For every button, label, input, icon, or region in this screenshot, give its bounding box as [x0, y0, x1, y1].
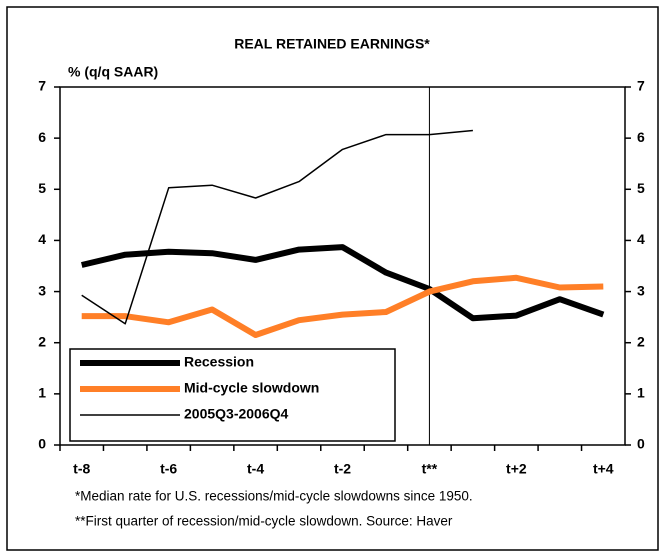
x-tick-label: t-6 [160, 461, 177, 477]
y-axis-label: % (q/q SAAR) [68, 64, 158, 80]
series-line [81, 274, 604, 338]
x-tick-label: t-8 [73, 461, 90, 477]
y-tick-label: 2 [38, 333, 46, 349]
legend-label: 2005Q3-2006Q4 [184, 406, 289, 422]
x-tick-label: t-4 [247, 461, 264, 477]
y2-tick-label: 7 [637, 78, 645, 94]
y-tick-label: 7 [38, 78, 46, 94]
plot-area [59, 86, 626, 446]
y2-tick-label: 5 [637, 180, 645, 196]
y-tick-label: 1 [38, 385, 46, 401]
y2-tick-label: 2 [637, 333, 645, 349]
x-tick-label: t+4 [593, 461, 614, 477]
y2-tick-label: 6 [637, 129, 645, 145]
y-tick-label: 0 [38, 436, 46, 452]
y-tick-label: 4 [38, 231, 46, 247]
y-tick-label: 5 [38, 180, 46, 196]
legend-label: Recession [184, 354, 254, 370]
footnote: **First quarter of recession/mid-cycle s… [75, 514, 453, 529]
y-tick-label: 6 [38, 129, 46, 145]
footnote: *Median rate for U.S. recessions/mid-cyc… [75, 489, 473, 504]
y2-tick-label: 0 [637, 436, 645, 452]
frame [6, 6, 659, 551]
series-line [81, 244, 605, 322]
y-tick-label: 3 [38, 282, 46, 298]
y2-tick-label: 1 [637, 385, 645, 401]
x-tick-label: t-2 [334, 461, 351, 477]
legend-label: Mid-cycle slowdown [184, 380, 319, 396]
y2-tick-label: 3 [637, 282, 645, 298]
x-tick-label: t+2 [506, 461, 527, 477]
series-line [81, 129, 473, 325]
chart-title: REAL RETAINED EARNINGS* [234, 36, 430, 52]
y2-tick-label: 4 [637, 231, 645, 247]
x-tick-label: t** [422, 461, 438, 477]
